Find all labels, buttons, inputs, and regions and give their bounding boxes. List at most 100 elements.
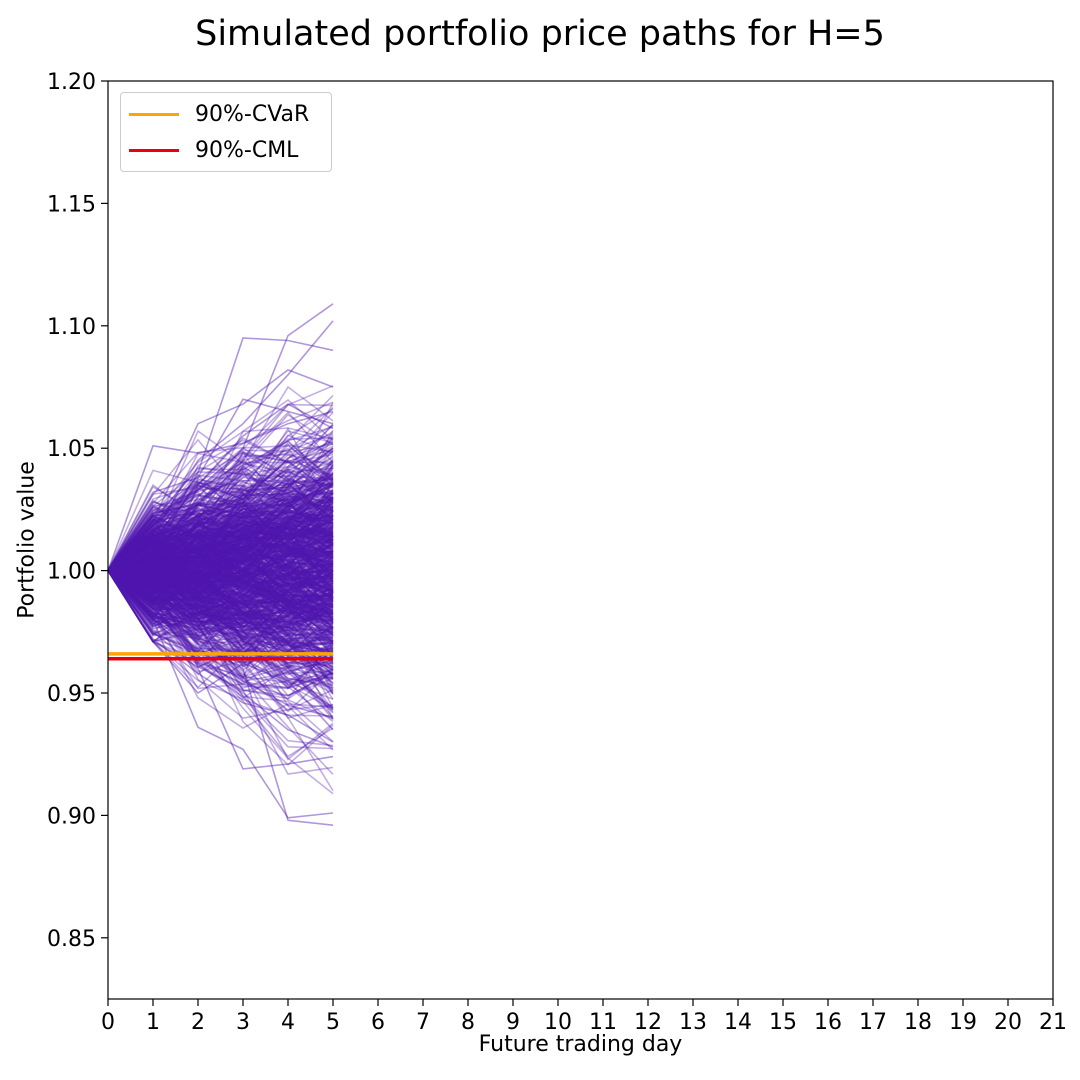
price-path [107,569,334,689]
price-path [107,526,334,572]
price-path [107,506,334,575]
price-path [107,525,334,573]
price-path [107,437,334,572]
price-path [107,553,334,587]
price-path [107,525,334,610]
price-path [107,503,334,572]
price-path [107,551,334,582]
price-path [107,524,334,592]
price-path [107,547,334,649]
price-path [107,515,334,592]
price-path [107,521,334,576]
price-path [107,473,334,572]
price-path [107,529,334,603]
price-path [107,547,334,587]
price-path [107,534,334,606]
price-path [107,569,334,662]
price-path [107,482,334,572]
price-path [107,494,334,572]
price-path [107,569,334,689]
price-path [107,442,334,572]
price-path [107,569,334,637]
price-path [107,492,334,576]
price-path [107,545,334,694]
price-path [107,544,334,628]
price-path [107,520,334,572]
price-path [107,478,334,572]
price-path [107,561,334,621]
price-path [107,501,334,572]
price-path [107,538,334,597]
price-path [107,520,334,601]
price-path [107,570,334,679]
price-path [107,475,334,572]
price-path [107,500,334,572]
price-path [107,526,334,600]
price-path [107,551,334,605]
price-path [107,505,334,604]
price-path [107,570,334,689]
price-path [107,522,334,572]
price-path [107,569,334,597]
price-path [107,569,334,603]
price-path [107,569,334,617]
price-path [107,570,334,709]
price-path [107,554,334,589]
price-path [107,554,334,597]
price-path [107,424,334,572]
price-path [107,519,334,572]
legend-label-cml: 90%-CML [195,137,299,163]
price-path [107,521,334,603]
price-path [107,570,334,758]
price-path [107,513,334,585]
price-path [107,555,334,630]
price-path [107,444,334,572]
price-path [107,569,334,656]
price-path [107,570,334,675]
price-path [107,524,334,618]
price-path [107,569,334,604]
price-path [107,535,334,623]
price-path [107,515,334,575]
price-path [107,441,334,572]
price-path [107,569,334,689]
price-path [107,556,334,643]
price-path [107,483,334,577]
price-path [107,521,334,583]
price-path [107,483,334,572]
price-path [107,531,334,631]
price-path [107,569,334,751]
price-path [107,569,334,627]
price-path [107,555,334,601]
price-path [107,513,334,572]
price-path [107,522,334,634]
price-path [107,569,334,659]
price-path [107,385,334,572]
price-path [107,497,334,587]
price-path [107,567,334,609]
price-path [107,570,334,680]
price-path [107,552,334,605]
price-path [107,513,334,599]
price-path [107,569,334,695]
price-path [107,505,334,584]
price-path [107,492,334,572]
price-path [107,552,334,680]
price-path [107,569,334,655]
price-path [107,570,334,766]
price-path [107,560,334,669]
price-path [107,563,334,624]
price-path [107,563,334,622]
price-path [107,569,334,676]
price-path [107,563,334,628]
price-path [107,558,334,623]
price-path [107,569,334,675]
price-path-outlier [107,570,334,731]
price-path [107,569,334,603]
price-path [107,476,334,586]
price-path [107,464,334,582]
price-path [107,453,334,572]
x-tick-label: 16 [814,1010,842,1035]
price-path [107,535,334,604]
price-path [107,570,334,684]
